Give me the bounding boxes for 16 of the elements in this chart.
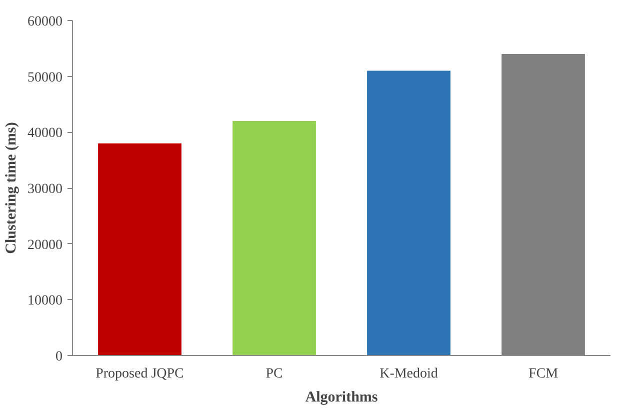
- bar: [367, 70, 450, 356]
- bar: [98, 143, 182, 356]
- x-tick-label: Proposed JQPC: [96, 366, 184, 382]
- y-tick-label: 10000: [28, 294, 62, 309]
- y-tick-label: 50000: [28, 70, 62, 86]
- x-tick-label: FCM: [528, 366, 559, 382]
- y-tick-label: 20000: [28, 238, 62, 253]
- y-tick-label: 30000: [28, 182, 62, 197]
- y-tick-label: 60000: [28, 14, 62, 30]
- y-tick-label: 0: [56, 350, 62, 364]
- x-tick-label: PC: [266, 366, 283, 382]
- y-tick-label: 40000: [28, 126, 62, 142]
- y-axis-title: Clustering time (ms): [4, 122, 20, 254]
- x-axis-title: Algorithms: [305, 390, 378, 406]
- x-tick-label: K-Medoid: [380, 366, 438, 382]
- bar: [232, 121, 316, 356]
